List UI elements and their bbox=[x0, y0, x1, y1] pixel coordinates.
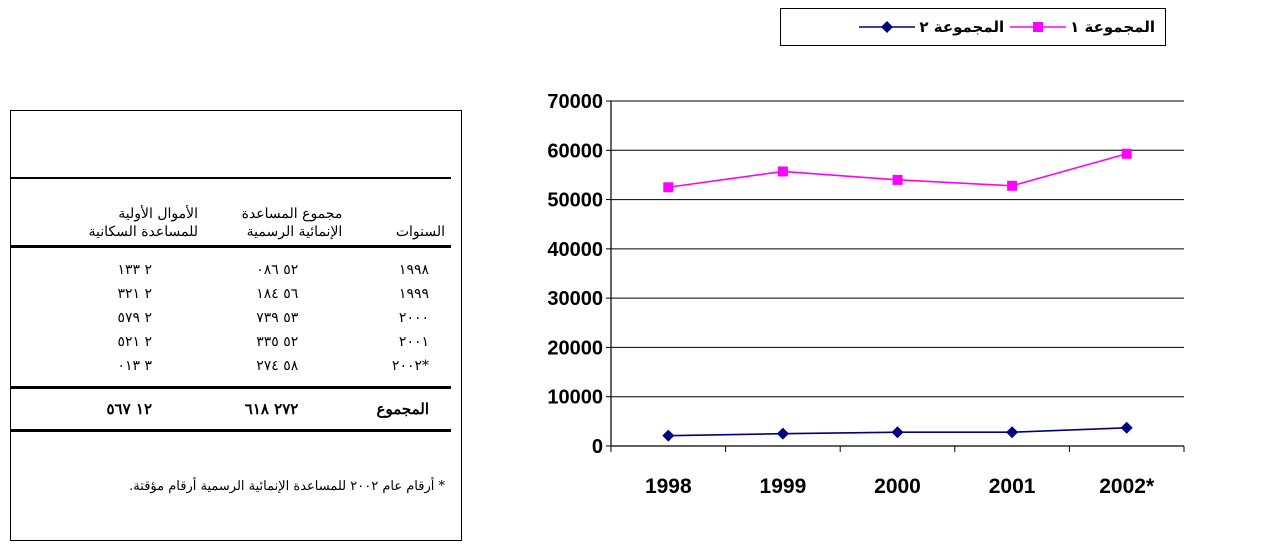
cell-pop: ٢ ٥٧٩ bbox=[117, 310, 153, 326]
cell-pop: ٢ ٥٢١ bbox=[117, 334, 153, 350]
y-tick-label: 60000 bbox=[547, 140, 603, 162]
table-row: ١٩٩٨ ٥٢ ٠٨٦ ٢ ١٣٣ bbox=[11, 247, 451, 283]
legend-swatch-series-2 bbox=[859, 21, 916, 33]
header-pop: الأموال الأولية للمساعدة السكانية bbox=[11, 177, 199, 248]
x-tick-label: 1999 bbox=[760, 475, 807, 498]
cell-oda: ٥٢ ٠٨٦ bbox=[256, 262, 299, 278]
header-years: السنوات bbox=[342, 177, 451, 248]
total-label: المجموع bbox=[342, 386, 451, 432]
data-point-series-2 bbox=[1120, 421, 1133, 434]
table-total-row: المجموع ٢٧٢ ٦١٨ ١٢ ٥٦٧ bbox=[11, 386, 451, 432]
legend-entry-series-1: المجموعة ١ bbox=[1010, 18, 1155, 36]
header-oda-line1: مجموع المساعدة bbox=[241, 206, 343, 222]
cell-pop: ٢ ٣٢١ bbox=[117, 286, 153, 302]
data-point-series-1 bbox=[777, 166, 788, 177]
chart-legend: المجموعة ١ المجموعة ٢ bbox=[780, 8, 1166, 46]
total-pop: ١٢ ٥٦٧ bbox=[11, 386, 199, 432]
y-tick-label: 30000 bbox=[547, 288, 603, 310]
legend-entry-series-2: المجموعة ٢ bbox=[859, 18, 1004, 36]
cell-year: ٢٠٠٠ bbox=[398, 310, 429, 326]
cell-year: ١٩٩٩ bbox=[398, 286, 429, 302]
header-pop-line1: الأموال الأولية bbox=[118, 206, 199, 222]
cell-oda: ٥٢ ٣٣٥ bbox=[256, 334, 299, 350]
y-tick-label: 20000 bbox=[547, 337, 603, 359]
table-header-row: السنوات مجموع المساعدة الإنمائية الرسمية… bbox=[11, 177, 451, 248]
legend-label-series-2: المجموعة ٢ bbox=[919, 18, 1005, 36]
y-tick-label: 70000 bbox=[547, 91, 603, 113]
y-tick-label: 0 bbox=[592, 436, 603, 458]
total-oda: ٢٧٢ ٦١٨ bbox=[198, 386, 343, 432]
cell-pop: ٢ ١٣٣ bbox=[117, 262, 153, 278]
data-point-series-2 bbox=[891, 426, 904, 439]
header-years-label: السنوات bbox=[395, 223, 445, 240]
table-row: ٢٠٠٠ ٥٣ ٧٣٩ ٢ ٥٧٩ bbox=[11, 306, 451, 330]
y-tick-label: 10000 bbox=[547, 387, 603, 409]
data-point-series-2 bbox=[776, 427, 789, 440]
data-point-series-1 bbox=[663, 182, 674, 193]
data-table-panel: السنوات مجموع المساعدة الإنمائية الرسمية… bbox=[10, 110, 462, 541]
y-tick-label: 40000 bbox=[547, 239, 603, 261]
cell-year: ١٩٩٨ bbox=[398, 262, 429, 278]
data-point-series-2 bbox=[662, 429, 675, 442]
x-tick-label: 2000 bbox=[874, 475, 921, 498]
x-tick-label: 2001 bbox=[989, 475, 1036, 498]
table-row: *٢٠٠٢ ٥٨ ٢٧٤ ٣ ٠١٣ bbox=[11, 354, 451, 388]
header-oda-line2: الإنمائية الرسمية bbox=[246, 223, 343, 240]
data-point-series-1 bbox=[892, 174, 903, 185]
header-oda: مجموع المساعدة الإنمائية الرسمية bbox=[198, 177, 343, 248]
cell-pop: ٣ ٠١٣ bbox=[117, 358, 153, 374]
cell-oda: ٥٣ ٧٣٩ bbox=[256, 310, 299, 326]
legend-label-series-1: المجموعة ١ bbox=[1070, 18, 1155, 36]
x-tick-label: 1998 bbox=[645, 475, 692, 498]
cell-year: *٢٠٠٢ bbox=[391, 358, 429, 374]
cell-year: ٢٠٠١ bbox=[398, 334, 429, 350]
y-tick-label: 50000 bbox=[547, 190, 603, 212]
x-tick-label: 2002* bbox=[1099, 475, 1155, 498]
table-row: ٢٠٠١ ٥٢ ٣٣٥ ٢ ٥٢١ bbox=[11, 330, 451, 354]
data-point-series-1 bbox=[1121, 148, 1132, 159]
data-table: السنوات مجموع المساعدة الإنمائية الرسمية… bbox=[11, 177, 451, 432]
legend-swatch-series-1 bbox=[1010, 22, 1067, 32]
data-point-series-1 bbox=[1007, 180, 1018, 191]
table-row: ١٩٩٩ ٥٦ ١٨٤ ٢ ٣٢١ bbox=[11, 282, 451, 306]
header-pop-line2: للمساعدة السكانية bbox=[88, 223, 199, 240]
table-footnote: * أرقام عام ٢٠٠٢ للمساعدة الإنمائية الرس… bbox=[129, 479, 445, 494]
line-chart: 0 10000 20000 30000 40000 50000 60000 70000 1998… bbox=[547, 91, 1185, 498]
cell-oda: ٥٦ ١٨٤ bbox=[256, 286, 299, 302]
data-point-series-2 bbox=[1006, 426, 1019, 439]
cell-oda: ٥٨ ٢٧٤ bbox=[256, 358, 299, 374]
